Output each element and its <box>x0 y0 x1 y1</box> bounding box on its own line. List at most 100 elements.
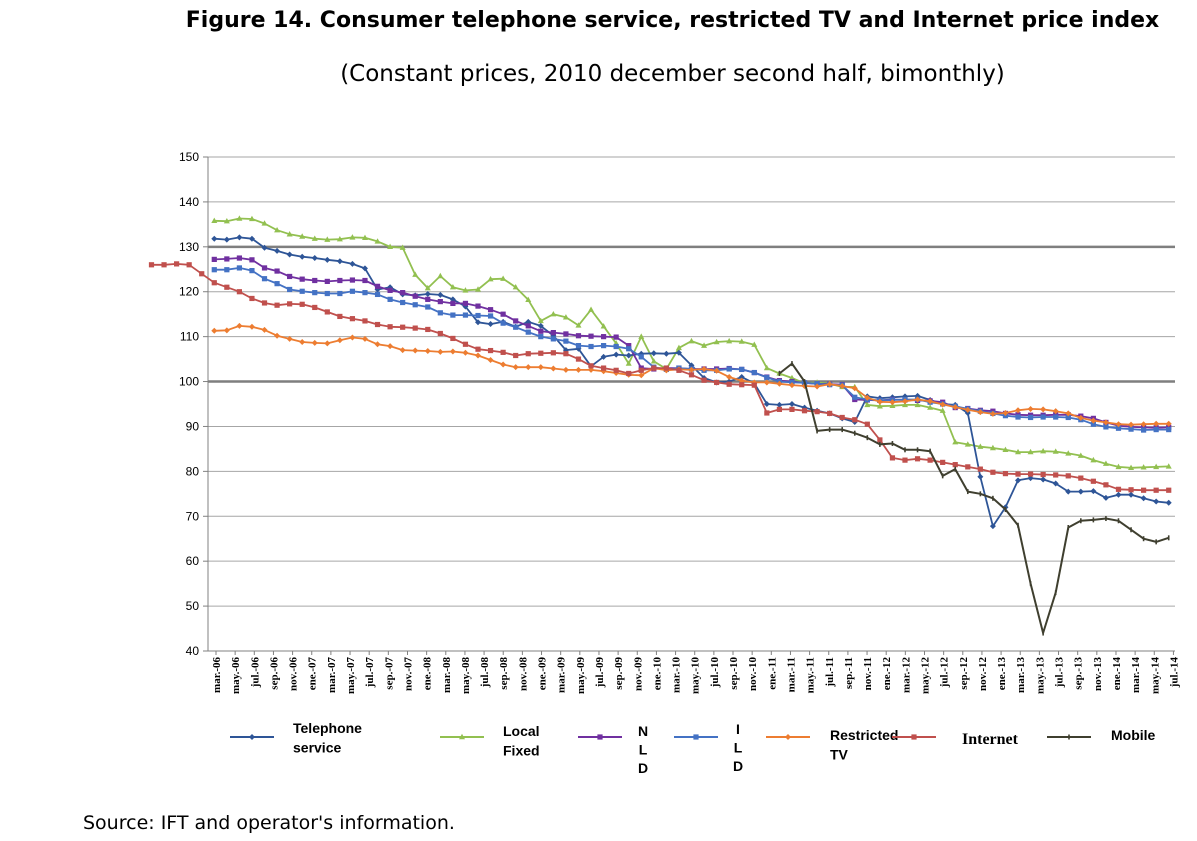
data-point <box>1015 477 1022 484</box>
source-note: Source: IFT and operator's information. <box>83 812 455 834</box>
x-tick-label: mar.-06 <box>211 657 223 693</box>
data-point <box>638 372 645 379</box>
data-point <box>449 348 456 355</box>
x-tick-label: mar.-14 <box>1130 657 1142 693</box>
data-point <box>1027 471 1034 477</box>
data-point <box>726 381 732 387</box>
data-point <box>575 366 582 373</box>
data-point <box>287 286 293 293</box>
data-point <box>1040 471 1046 478</box>
data-point <box>1065 473 1071 479</box>
x-tick-label: mar.-10 <box>671 657 683 693</box>
data-point <box>877 437 883 443</box>
data-point <box>828 427 831 433</box>
data-point <box>299 339 306 346</box>
data-point <box>500 349 506 355</box>
data-point <box>274 302 280 308</box>
data-point <box>513 318 519 324</box>
data-point <box>1140 421 1147 428</box>
data-point <box>487 313 494 319</box>
data-point <box>827 410 833 417</box>
data-point <box>512 364 519 371</box>
data-point <box>977 473 984 480</box>
data-point <box>1090 488 1097 495</box>
data-point <box>475 303 481 309</box>
data-point <box>1004 507 1007 513</box>
y-tick-label: 80 <box>186 464 200 478</box>
x-tick-label: ene.-11 <box>766 657 778 690</box>
data-point <box>450 335 456 342</box>
x-tick-label: nov.-06 <box>288 657 300 691</box>
data-point <box>751 341 758 347</box>
data-point <box>613 367 619 373</box>
data-point <box>803 379 806 385</box>
data-point <box>412 302 418 308</box>
data-point <box>588 343 594 350</box>
data-point <box>600 365 607 371</box>
legend-label: D <box>733 758 743 774</box>
data-point <box>324 290 330 297</box>
data-point <box>1077 452 1084 458</box>
data-point <box>550 329 556 336</box>
data-point <box>638 367 644 373</box>
data-point <box>1017 522 1019 528</box>
data-point <box>1040 414 1046 420</box>
y-tick-label: 50 <box>186 599 200 613</box>
data-point <box>387 343 394 350</box>
data-point <box>223 218 230 224</box>
data-point <box>475 312 481 319</box>
data-point <box>1090 478 1096 484</box>
data-point <box>224 256 230 262</box>
data-point <box>412 271 419 277</box>
data-point <box>324 236 331 242</box>
data-point <box>1015 471 1021 477</box>
data-point <box>1027 414 1034 421</box>
legend-item: Local Fixed <box>440 723 540 759</box>
data-point <box>337 313 343 320</box>
data-point <box>650 350 657 357</box>
x-tick-label: jul.-08 <box>479 657 491 689</box>
series-internet <box>148 261 1172 493</box>
x-tick-label: nov.-07 <box>402 657 414 691</box>
chart-subtitle: (Constant prices, 2010 december second h… <box>340 61 1005 87</box>
data-point <box>324 256 331 263</box>
legend-marker <box>459 733 465 740</box>
data-point <box>1115 491 1122 498</box>
data-point <box>1103 482 1109 488</box>
x-tick-label: jul.-09 <box>594 657 606 689</box>
legend-marker <box>693 734 699 740</box>
series-line <box>778 362 1170 634</box>
x-tick-label: jul.-11 <box>824 657 836 688</box>
data-point <box>538 328 544 334</box>
data-point <box>675 344 682 351</box>
data-point <box>1015 448 1022 455</box>
x-tick-label: sep.-12 <box>958 657 970 690</box>
data-point <box>575 343 582 349</box>
data-point <box>1052 408 1059 415</box>
data-point <box>701 377 707 383</box>
data-point <box>550 365 557 372</box>
data-point <box>1078 475 1084 481</box>
data-point <box>223 327 230 334</box>
data-point <box>261 244 268 251</box>
data-point <box>1029 581 1032 587</box>
y-tick-label: 40 <box>186 644 200 658</box>
data-point <box>588 363 594 369</box>
data-point <box>563 351 569 357</box>
data-point <box>776 401 783 408</box>
data-point <box>562 314 569 320</box>
x-tick-label: may.-06 <box>230 657 242 694</box>
data-point <box>613 343 619 350</box>
data-point <box>412 293 418 299</box>
data-point <box>387 287 393 293</box>
data-point <box>927 457 933 463</box>
data-point <box>224 267 230 273</box>
data-point <box>248 323 255 330</box>
data-point <box>914 456 921 462</box>
x-tick-label: sep.-10 <box>728 657 740 690</box>
x-tick-label: nov.-08 <box>517 657 529 691</box>
data-point <box>287 273 293 280</box>
data-point <box>487 356 494 363</box>
data-point <box>399 347 406 354</box>
data-point <box>663 350 670 357</box>
